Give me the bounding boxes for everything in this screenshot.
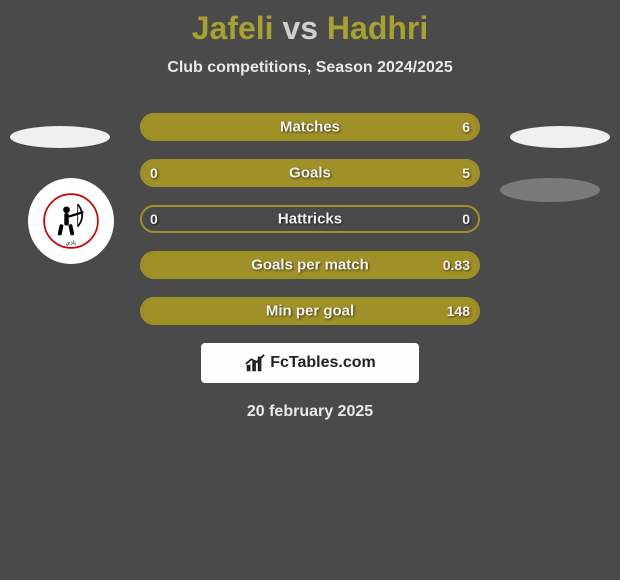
title-vs: vs — [282, 10, 318, 46]
stat-row-matches: Matches 6 — [140, 113, 480, 141]
stat-right-value: 148 — [447, 303, 470, 319]
stat-right-value: 0.83 — [443, 257, 470, 273]
stat-right-value: 6 — [462, 119, 470, 135]
club-archer-icon: نادي — [43, 193, 99, 249]
stat-right-value: 5 — [462, 165, 470, 181]
stat-row-goals: 0 Goals 5 — [140, 159, 480, 187]
player1-badge-placeholder — [10, 126, 110, 148]
brand-chart-icon — [244, 352, 266, 374]
stat-label: Goals — [289, 165, 331, 182]
stat-label: Hattricks — [278, 211, 342, 228]
player1-club-logo: نادي — [28, 178, 114, 264]
stat-label: Matches — [280, 119, 340, 136]
branding-badge[interactable]: FcTables.com — [201, 343, 419, 383]
page-title: Jafeli vs Hadhri — [0, 0, 620, 47]
player2-badge-placeholder — [510, 126, 610, 148]
stat-label: Goals per match — [251, 257, 369, 274]
stat-left-value: 0 — [150, 165, 158, 181]
stat-row-hattricks: 0 Hattricks 0 — [140, 205, 480, 233]
branding-text: FcTables.com — [270, 354, 376, 372]
title-player2: Hadhri — [327, 10, 428, 46]
stat-right-value: 0 — [462, 211, 470, 227]
stat-row-min-per-goal: Min per goal 148 — [140, 297, 480, 325]
title-player1: Jafeli — [192, 10, 274, 46]
stat-left-value: 0 — [150, 211, 158, 227]
stats-container: Matches 6 0 Goals 5 0 Hattricks 0 Goals … — [140, 113, 480, 325]
date-text: 20 february 2025 — [0, 403, 620, 421]
svg-text:نادي: نادي — [65, 240, 76, 247]
subtitle: Club competitions, Season 2024/2025 — [0, 59, 620, 77]
stat-row-goals-per-match: Goals per match 0.83 — [140, 251, 480, 279]
player2-club-placeholder — [500, 178, 600, 202]
stat-label: Min per goal — [266, 303, 354, 320]
